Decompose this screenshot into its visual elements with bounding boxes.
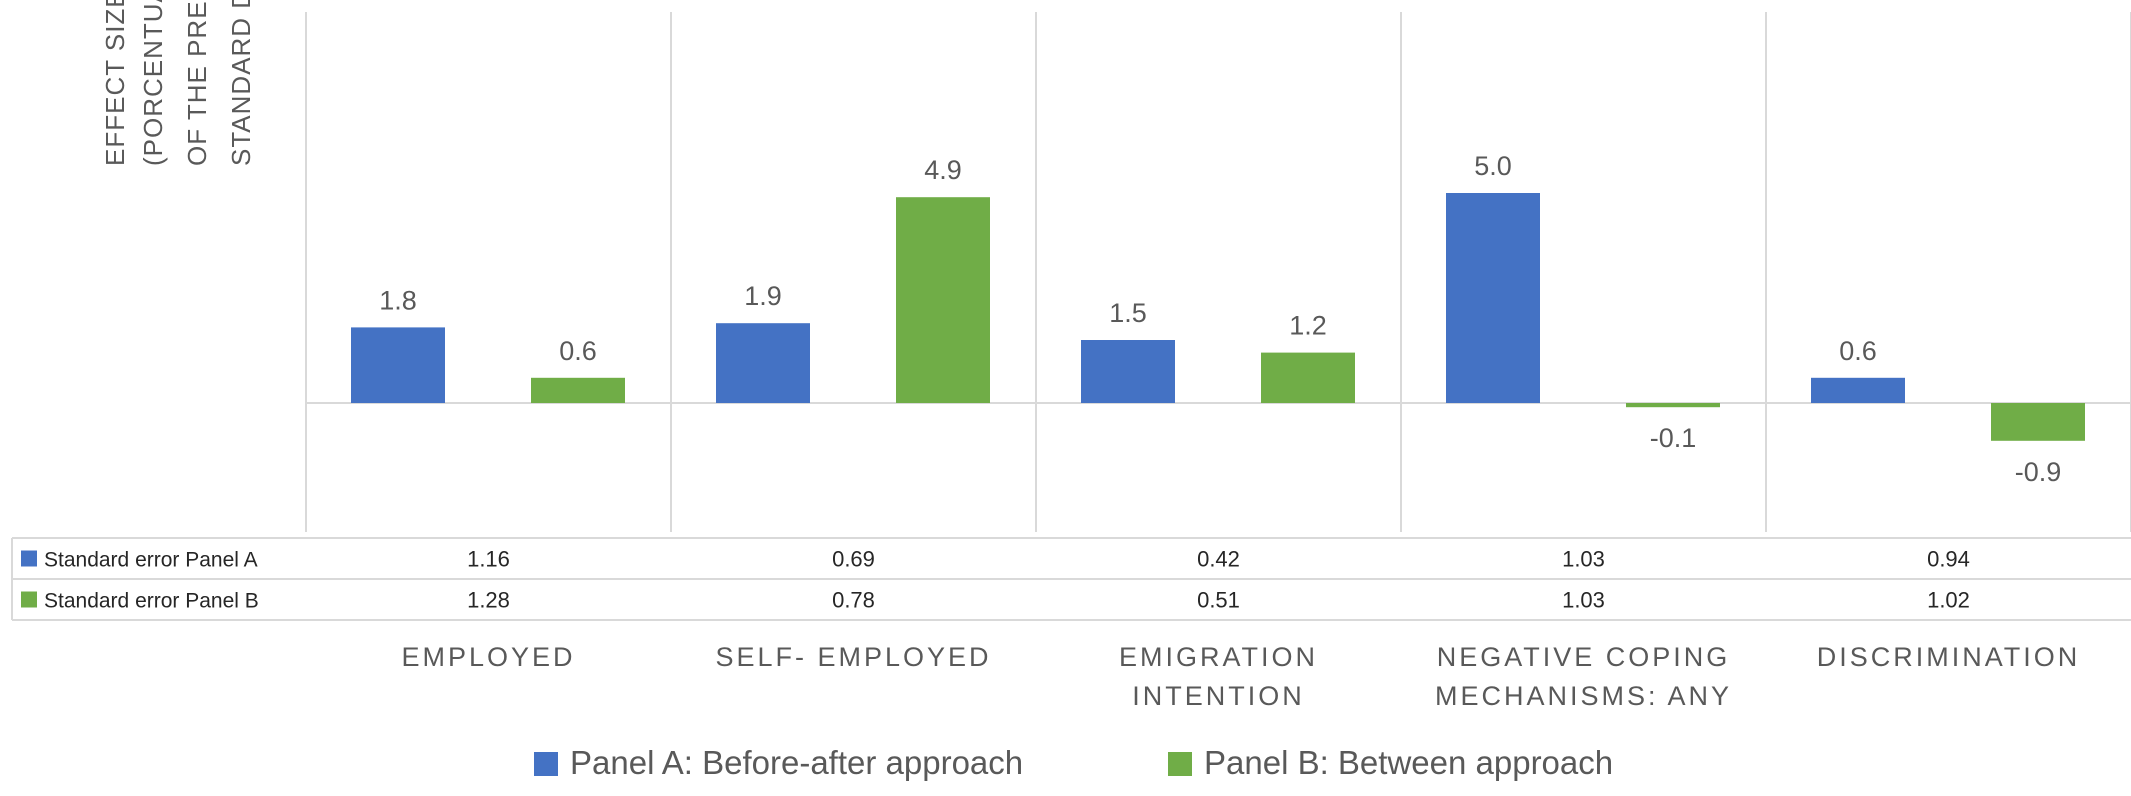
bar (531, 377, 625, 403)
y-axis-label-line: EFFECT SIZE (100, 0, 130, 166)
table-cell: 0.51 (1197, 588, 1240, 613)
legend-label: Panel B: Between approach (1204, 744, 1613, 781)
table-cell: 0.78 (832, 588, 875, 613)
data-label: 1.9 (744, 281, 782, 311)
legend-swatch (1168, 752, 1192, 776)
category-label: DISCRIMINATION (1817, 642, 2081, 672)
data-label: 0.6 (559, 336, 597, 366)
legend-label: Panel A: Before-after approach (570, 744, 1023, 781)
bar (1261, 352, 1355, 403)
table-cell: 1.03 (1562, 547, 1605, 572)
bar (1991, 403, 2085, 441)
data-label: -0.1 (1650, 423, 1697, 453)
bar (1811, 377, 1905, 403)
bar (351, 327, 445, 403)
category-label: MECHANISMS: ANY (1435, 681, 1732, 711)
table-legend-key (21, 550, 37, 567)
y-axis-label-line: (PORCENTUAL POINTS (138, 0, 168, 166)
data-label: 4.9 (924, 155, 962, 185)
table-row-label: Standard error Panel A (44, 549, 258, 572)
bar (1446, 193, 1540, 403)
table-legend-key (21, 591, 37, 608)
category-label: NEGATIVE COPING (1437, 642, 1731, 672)
y-axis-label-line: OF THE PRE-TREATMENT (182, 0, 213, 166)
y-axis-label-line: STANDARD DEVIATION) (226, 0, 256, 166)
data-label: -0.9 (2015, 457, 2062, 487)
table-row-label: Standard error Panel B (44, 590, 259, 613)
data-label: 1.2 (1289, 311, 1327, 341)
table-cell: 1.02 (1927, 588, 1970, 613)
data-label: 0.6 (1839, 336, 1877, 366)
bar (896, 197, 990, 403)
table-cell: 1.28 (467, 588, 510, 613)
bar (1626, 403, 1720, 408)
bar (716, 323, 810, 403)
category-label: INTENTION (1132, 681, 1305, 711)
data-label: 1.5 (1109, 298, 1147, 328)
data-label: 1.8 (379, 285, 417, 315)
category-label: EMIGRATION (1119, 642, 1318, 672)
data-label: 5.0 (1474, 151, 1512, 181)
table-cell: 1.16 (467, 547, 510, 572)
category-label: SELF- EMPLOYED (715, 642, 991, 672)
bar (1081, 340, 1175, 403)
table-cell: 0.42 (1197, 547, 1240, 572)
legend-swatch (534, 752, 558, 776)
table-cell: 0.69 (832, 547, 875, 572)
table-cell: 1.03 (1562, 588, 1605, 613)
category-label: EMPLOYED (401, 642, 575, 672)
table-cell: 0.94 (1927, 547, 1970, 572)
